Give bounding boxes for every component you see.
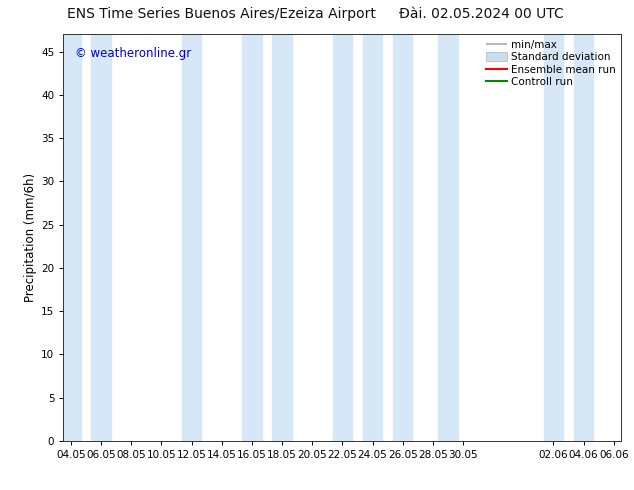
Y-axis label: Precipitation (mm/6h): Precipitation (mm/6h) [24, 173, 37, 302]
Bar [242, 34, 262, 441]
Bar [544, 34, 563, 441]
Bar [61, 34, 81, 441]
Bar [574, 34, 593, 441]
Bar [91, 34, 111, 441]
Text: © weatheronline.gr: © weatheronline.gr [75, 47, 191, 59]
Bar [182, 34, 202, 441]
Bar [438, 34, 458, 441]
Legend: min/max, Standard deviation, Ensemble mean run, Controll run: min/max, Standard deviation, Ensemble me… [484, 37, 618, 89]
Bar [333, 34, 352, 441]
Bar [272, 34, 292, 441]
Bar [393, 34, 413, 441]
Text: ENS Time Series Buenos Aires/Ezeiza Airport: ENS Time Series Buenos Aires/Ezeiza Airp… [67, 7, 377, 22]
Bar [363, 34, 382, 441]
Text: Đài. 02.05.2024 00 UTC: Đài. 02.05.2024 00 UTC [399, 7, 564, 22]
